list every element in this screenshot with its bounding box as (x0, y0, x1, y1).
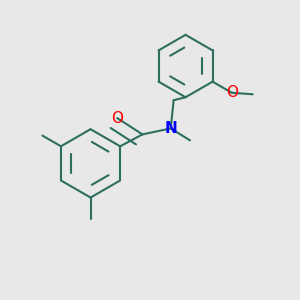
Text: O: O (111, 110, 123, 125)
Text: N: N (164, 121, 177, 136)
Text: O: O (226, 85, 238, 100)
